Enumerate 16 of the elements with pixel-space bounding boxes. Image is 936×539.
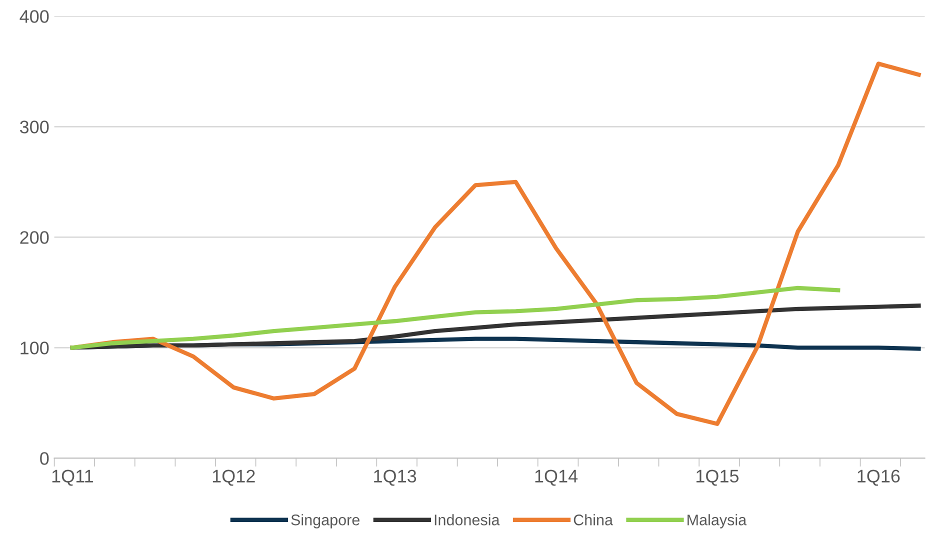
legend-label: China xyxy=(574,514,613,526)
line-series xyxy=(70,286,840,350)
y-tick-label: 0 xyxy=(40,452,49,465)
x-tick-label: 1Q15 xyxy=(696,470,739,486)
legend-label: Malaysia xyxy=(688,514,747,528)
y-tick-label: 200 xyxy=(20,231,49,244)
legend-label: Indonesia xyxy=(434,514,500,526)
y-tick-label: 100 xyxy=(20,342,49,354)
x-tick-label: 1Q16 xyxy=(858,470,900,486)
y-tick-label: 300 xyxy=(20,120,49,134)
y-tick-label: 400 xyxy=(20,10,49,23)
legend-label: Singapore xyxy=(291,514,360,528)
x-tick-label: 1Q13 xyxy=(374,470,416,486)
x-tick-label: 1Q14 xyxy=(535,470,578,486)
x-tick-label: 1Q11 xyxy=(52,470,93,486)
x-tick-label: 1Q12 xyxy=(212,470,255,486)
